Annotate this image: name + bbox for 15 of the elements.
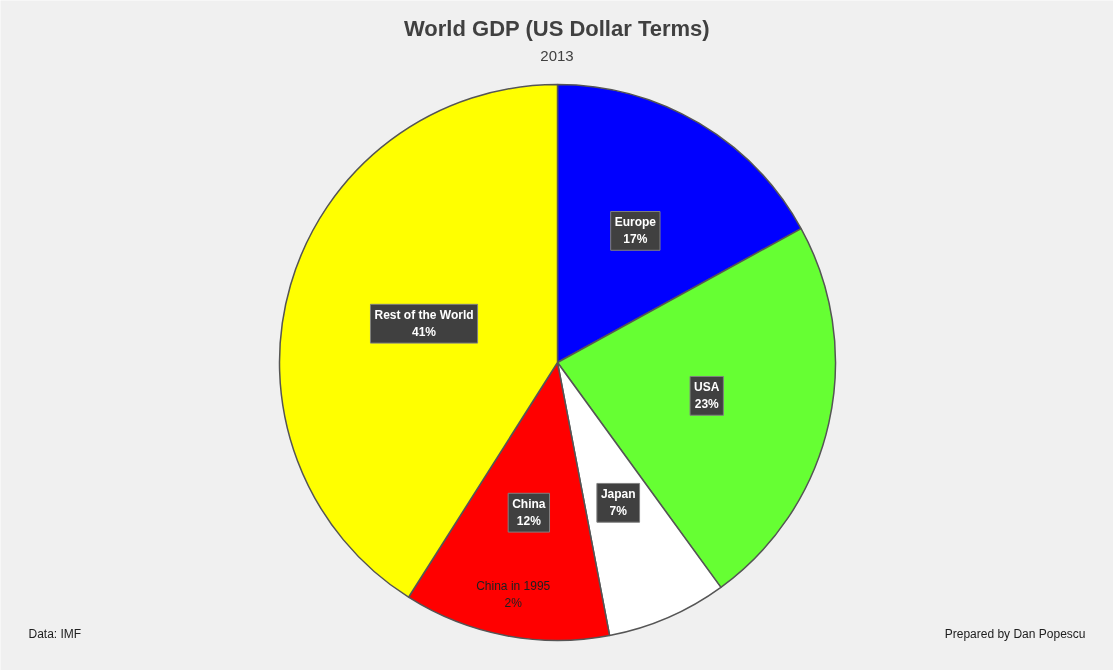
data-label: 7%: [609, 504, 628, 519]
data-label: 12%: [516, 514, 542, 529]
text: China in 1995 2%: [476, 579, 551, 611]
text: Prepared by Dan Popescu: [944, 626, 1086, 641]
data-label: 23%: [694, 397, 720, 412]
slice-label: Rest of the World: [374, 308, 474, 323]
slice-label: USA: [694, 380, 720, 395]
chart-title: World GDP (US Dollar Terms): [404, 16, 710, 41]
text: Data: IMF: [28, 626, 82, 641]
slice-label: Japan: [600, 487, 636, 502]
slice-label: China: [512, 497, 546, 512]
chart-subtitle: 2013: [540, 46, 574, 64]
data-label: 41%: [412, 325, 437, 340]
data-label: 17%: [623, 232, 648, 247]
slice-label: Europe: [614, 215, 657, 230]
